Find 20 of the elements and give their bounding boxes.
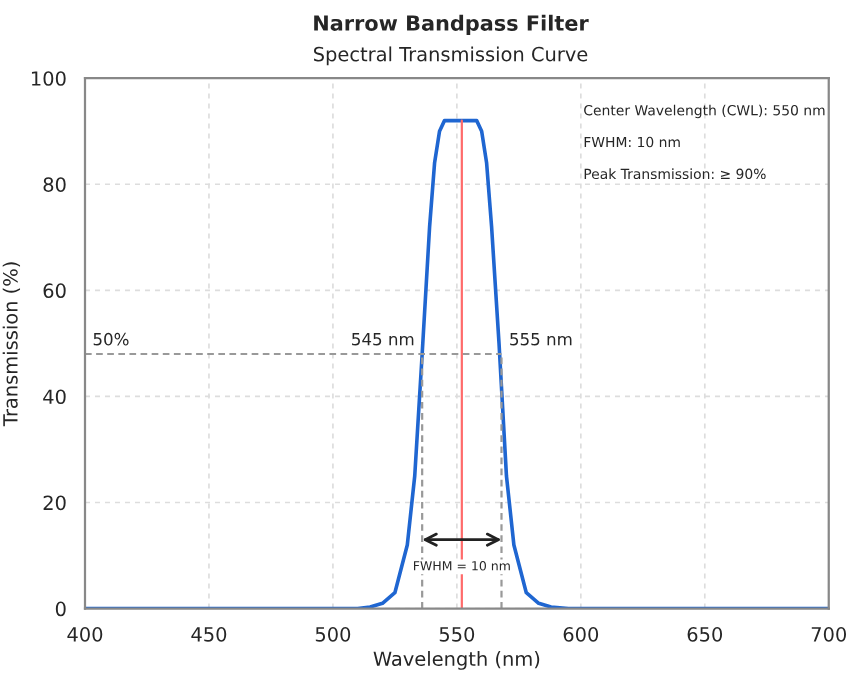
x-tick-label: 650 xyxy=(687,627,723,642)
x-tick-label: 450 xyxy=(191,627,227,642)
x-tick-label: 700 xyxy=(811,627,847,642)
annotation: 545 nm xyxy=(352,333,414,346)
y-tick-label: 0 xyxy=(55,601,66,617)
chart-subtitle: Spectral Transmission Curve xyxy=(313,46,588,66)
y-tick-label: 40 xyxy=(43,389,66,405)
y-tick-label: 80 xyxy=(43,177,66,192)
y-tick-label: 60 xyxy=(43,283,66,299)
y-axis-title: Transmission (%) xyxy=(2,262,21,427)
x-tick-label: 600 xyxy=(563,627,599,642)
y-tick-label: 20 xyxy=(43,495,66,511)
chart-title: Narrow Bandpass Filter xyxy=(314,14,589,35)
x-tick-label: 550 xyxy=(439,627,475,642)
annotation: 555 nm xyxy=(510,333,572,346)
x-tick-label: 400 xyxy=(67,627,103,642)
annotation: 50% xyxy=(93,332,129,346)
y-tick-label: 100 xyxy=(31,71,66,86)
x-axis-title: Wavelength (nm) xyxy=(373,651,540,670)
x-tick-label: 500 xyxy=(315,627,351,642)
